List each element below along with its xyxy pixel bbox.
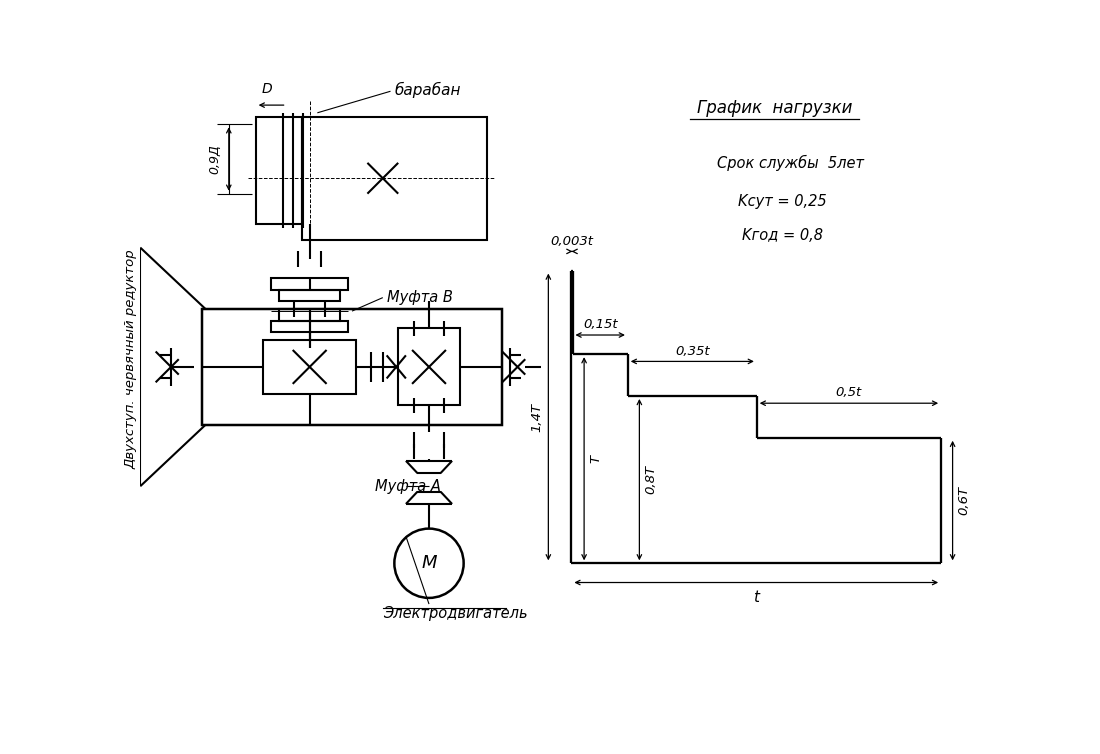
Text: T: T	[590, 455, 602, 463]
Bar	[264, 340, 356, 394]
Text: M: M	[421, 554, 437, 572]
Bar	[301, 117, 486, 240]
Bar	[272, 278, 349, 290]
Text: 1,4T: 1,4T	[530, 403, 543, 431]
Bar	[202, 309, 503, 425]
Bar	[398, 329, 460, 406]
Text: Муфта A: Муфта A	[375, 479, 441, 494]
Text: 0,003t: 0,003t	[550, 234, 594, 247]
Text: Электродвигатель: Электродвигатель	[383, 605, 527, 621]
Bar	[256, 117, 301, 225]
Text: Kсут = 0,25: Kсут = 0,25	[738, 194, 827, 209]
Bar	[272, 320, 349, 333]
Text: D: D	[262, 82, 273, 96]
Text: барабан: барабан	[395, 81, 461, 98]
Text: 0,5t: 0,5t	[836, 386, 862, 400]
Text: t: t	[754, 590, 759, 605]
Text: Двухступ. червячный редуктор: Двухступ. червячный редуктор	[124, 250, 138, 469]
Text: 0,15t: 0,15t	[583, 318, 617, 331]
Text: 0,8T: 0,8T	[645, 465, 658, 494]
Bar	[279, 290, 341, 302]
Text: 0,35t: 0,35t	[675, 345, 710, 357]
Text: Срок службы  5лет: Срок службы 5лет	[716, 155, 864, 171]
Text: График  нагрузки: График нагрузки	[697, 99, 852, 117]
Bar	[279, 309, 341, 320]
Text: 0,9Д: 0,9Д	[208, 144, 221, 174]
Text: Муфта B: Муфта B	[387, 290, 452, 305]
Text: Kгод = 0,8: Kгод = 0,8	[741, 228, 823, 244]
Text: 0,6T: 0,6T	[958, 486, 970, 515]
